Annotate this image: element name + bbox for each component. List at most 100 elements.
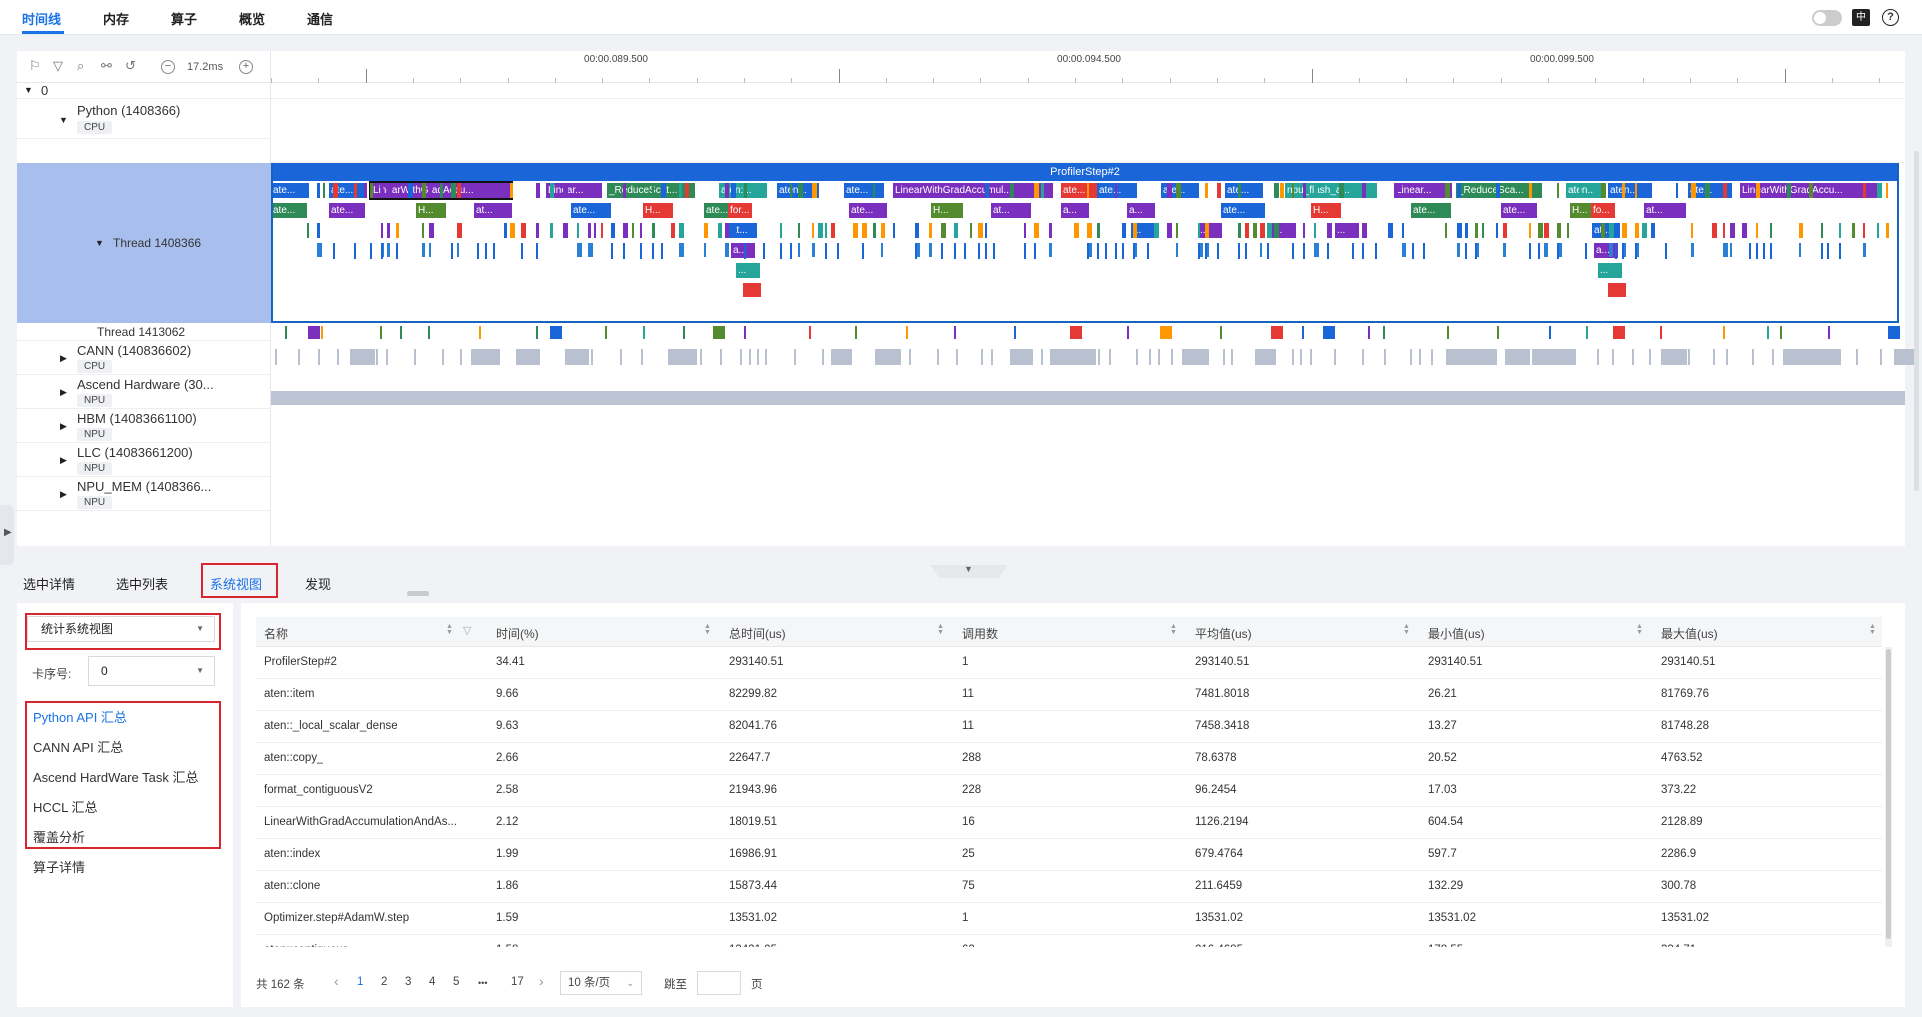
page-17[interactable]: 17 — [511, 976, 524, 988]
flag-icon[interactable]: ⚐ — [29, 59, 41, 74]
flame-event[interactable]: ... — [1131, 223, 1155, 238]
flame-slice[interactable] — [704, 223, 708, 238]
sort-icon[interactable]: ▲ ▼ — [937, 623, 944, 636]
thread-event[interactable] — [550, 326, 562, 339]
horizontal-scrollbar[interactable] — [407, 591, 429, 596]
flame-slice[interactable] — [1024, 243, 1026, 259]
flame-slice[interactable] — [1665, 243, 1667, 259]
track-thread-other[interactable]: Thread 1413062 — [17, 323, 271, 341]
flame-slice[interactable] — [504, 223, 507, 238]
tab-overview[interactable]: 概览 — [239, 12, 266, 27]
cann-event[interactable] — [1649, 349, 1651, 365]
flame-event[interactable]: H... — [643, 203, 673, 218]
flame-slice[interactable] — [1557, 223, 1561, 238]
flame-slice[interactable] — [422, 223, 424, 238]
flame-slice[interactable] — [1787, 183, 1791, 198]
sort-icon[interactable]: ▲ ▼ — [1403, 623, 1410, 636]
caret-down-icon[interactable]: ▼ — [24, 85, 33, 95]
tab-communication[interactable]: 通信 — [307, 12, 334, 27]
thread-event[interactable] — [1220, 326, 1222, 339]
flame-slice[interactable] — [862, 243, 864, 259]
flame-slice[interactable] — [1303, 223, 1305, 238]
flame-slice[interactable] — [1863, 223, 1865, 238]
table-row[interactable]: aten::_local_scalar_dense 9.63 82041.76 11 7… — [256, 711, 1882, 743]
flame-slice[interactable] — [1705, 183, 1710, 198]
cann-event[interactable] — [700, 349, 702, 365]
flame-slice[interactable] — [790, 243, 792, 259]
flame-slice[interactable] — [1609, 223, 1614, 238]
track-llc[interactable]: ▶ LLC (14083661200) NPU — [17, 443, 271, 477]
search-icon[interactable]: ⌕ — [77, 59, 85, 74]
flame-event[interactable]: at... — [474, 203, 512, 218]
flame-slice[interactable] — [915, 243, 917, 259]
caret-right-icon[interactable]: ▶ — [60, 387, 67, 397]
flame-slice[interactable] — [1496, 183, 1500, 198]
ascend-hardware-bar[interactable] — [271, 391, 1905, 405]
flame-event[interactable]: npu_flash_a... — [1285, 183, 1377, 198]
cann-event[interactable] — [749, 349, 751, 365]
flame-slice[interactable] — [1799, 223, 1803, 238]
cann-event[interactable] — [1505, 349, 1530, 365]
flame-slice[interactable] — [915, 223, 919, 238]
flame-slice[interactable] — [1245, 243, 1247, 259]
cann-event[interactable] — [1492, 349, 1494, 365]
prev-page-button[interactable]: ‹ — [334, 973, 339, 989]
cann-event[interactable] — [884, 349, 886, 365]
cann-event[interactable] — [1171, 349, 1173, 365]
flame-slice[interactable] — [1362, 183, 1366, 198]
flame-slice[interactable] — [1327, 223, 1332, 238]
flame-slice[interactable] — [798, 223, 800, 238]
flame-slice[interactable] — [1839, 243, 1841, 259]
cann-event[interactable] — [1540, 349, 1542, 365]
flame-slice[interactable] — [1821, 243, 1823, 259]
track-canvas[interactable]: ProfilerStep#2 ate...ate...LinearWithGra… — [271, 83, 1918, 546]
thread-event[interactable] — [744, 326, 746, 339]
cann-event[interactable] — [1223, 349, 1225, 365]
flame-event[interactable]: ate... — [1097, 183, 1137, 198]
caret-right-icon[interactable]: ▶ — [60, 421, 67, 431]
table-row[interactable]: Optimizer.step#AdamW.step 1.59 13531.02 1 13… — [256, 903, 1882, 935]
flame-slice[interactable] — [323, 183, 325, 198]
cann-event[interactable] — [471, 349, 500, 365]
thread-event[interactable] — [855, 326, 857, 339]
flame-slice[interactable] — [1375, 243, 1377, 259]
flame-slice[interactable] — [881, 243, 883, 257]
flame-slice[interactable] — [752, 223, 757, 238]
flame-slice[interactable] — [1253, 223, 1257, 238]
flame-slice[interactable] — [1730, 243, 1732, 257]
flame-slice[interactable] — [1503, 243, 1506, 257]
flame-slice[interactable] — [1274, 183, 1279, 198]
cann-event[interactable] — [318, 349, 320, 365]
flame-slice[interactable] — [1475, 243, 1477, 259]
flame-slice[interactable] — [1115, 243, 1117, 259]
flame-slice[interactable] — [671, 223, 675, 238]
cann-event[interactable] — [386, 349, 388, 365]
table-row[interactable]: aten::item 9.66 82299.82 11 7481.8018 26.21 81… — [256, 679, 1882, 711]
cann-event[interactable] — [414, 349, 416, 365]
flame-slice[interactable] — [1154, 223, 1159, 238]
flame-slice[interactable] — [763, 243, 765, 259]
cann-event[interactable] — [831, 349, 852, 365]
flame-slice[interactable] — [370, 243, 372, 259]
flame-slice[interactable] — [1445, 183, 1450, 198]
flame-slice[interactable] — [1567, 223, 1569, 238]
flame-slice[interactable] — [1608, 283, 1626, 297]
cann-event[interactable] — [1597, 349, 1599, 365]
flame-slice[interactable] — [970, 223, 972, 238]
flame-slice[interactable] — [1147, 243, 1149, 259]
flame-slice[interactable] — [1049, 223, 1052, 238]
flame-slice[interactable] — [381, 223, 383, 238]
flame-step-bar[interactable]: ProfilerStep#2 — [271, 163, 1899, 181]
flame-slice[interactable] — [1167, 223, 1172, 238]
page-size-select[interactable]: 10 条/页 ⌄ — [560, 971, 642, 995]
flame-slice[interactable] — [825, 223, 827, 238]
flame-slice[interactable] — [1756, 243, 1758, 259]
caret-right-icon[interactable]: ▶ — [60, 489, 67, 499]
cann-event[interactable] — [460, 349, 462, 365]
flame-slice[interactable] — [457, 243, 459, 257]
summary-hccl[interactable]: HCCL 汇总 — [33, 800, 98, 815]
flame-slice[interactable] — [317, 243, 322, 257]
flame-slice[interactable] — [640, 223, 642, 238]
flame-slice[interactable] — [370, 183, 373, 198]
tab-timeline[interactable]: 时间线 — [22, 12, 62, 27]
